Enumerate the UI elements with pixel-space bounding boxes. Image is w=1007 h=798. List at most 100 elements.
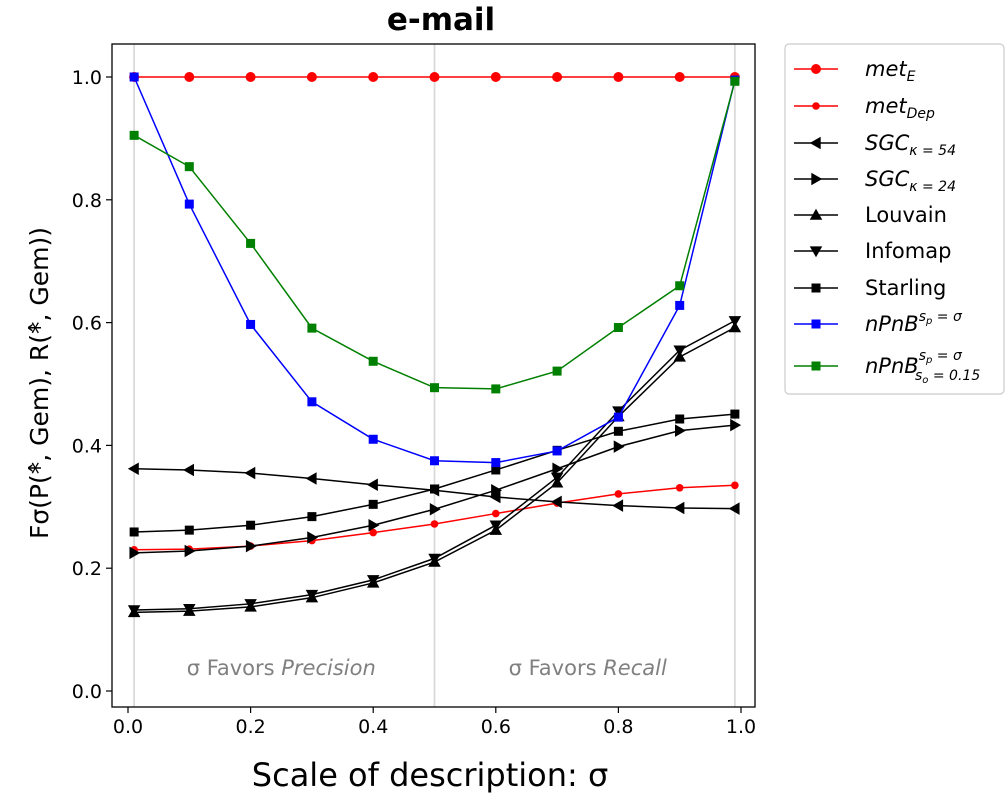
series-3	[129, 418, 742, 560]
y-tick-label: 0.0	[72, 681, 102, 703]
data-point	[491, 465, 501, 475]
legend-label: Louvain	[865, 203, 947, 227]
legend-label-subscript: so = 0.15	[915, 368, 980, 386]
data-point	[430, 456, 439, 466]
data-point	[491, 483, 503, 497]
data-point	[675, 414, 685, 424]
legend-marker	[811, 361, 821, 371]
legend: metE metDep SGCκ = 54 SGCκ = 24 Louvain Infom…	[784, 43, 1005, 395]
legend-marker	[809, 136, 821, 150]
data-point	[550, 472, 564, 484]
data-point	[613, 72, 624, 82]
data-point	[613, 412, 623, 422]
data-point	[245, 539, 257, 553]
data-point	[369, 528, 378, 537]
legend-label: nPnBsp = σ	[865, 348, 963, 378]
data-point	[552, 366, 562, 376]
data-point	[127, 462, 139, 475]
x-tick-label: 0.2	[235, 716, 265, 738]
data-point	[550, 495, 562, 509]
x-tick-label: 0.0	[113, 716, 143, 738]
data-point	[305, 589, 319, 601]
data-point	[429, 72, 440, 82]
series-8	[129, 76, 740, 394]
data-point	[613, 323, 623, 333]
chart-title: e-mail	[387, 2, 495, 38]
legend-label: SGCκ = 24	[865, 167, 956, 195]
x-tick-label: 0.8	[603, 716, 633, 738]
data-point	[675, 483, 684, 492]
data-point	[673, 345, 686, 357]
data-point	[730, 409, 740, 419]
data-point	[674, 72, 685, 82]
data-point	[368, 356, 378, 366]
data-point	[675, 281, 685, 291]
axis-ticks: 0.0 0.2 0.4 0.6 0.8 1.0 0.0 0.2 0.4 0.6 0.8 1.0	[72, 43, 756, 738]
data-point	[614, 490, 623, 498]
data-point	[552, 462, 564, 475]
y-axis-label: Fσ(P(*̂, Gem), R(*̂, Gem))	[25, 227, 54, 539]
data-point	[612, 499, 624, 512]
x-axis-label: Scale of description: σ	[252, 756, 608, 794]
data-point	[489, 520, 503, 532]
data-point	[612, 406, 625, 418]
series-0	[129, 72, 740, 82]
data-point	[305, 472, 317, 485]
region-label: σ Favors Recall	[509, 656, 667, 680]
data-point	[129, 527, 139, 537]
data-point	[728, 316, 742, 328]
data-point	[183, 604, 196, 615]
data-point	[184, 199, 194, 209]
data-point	[184, 162, 194, 172]
data-point	[368, 499, 378, 509]
data-point	[246, 520, 256, 530]
y-tick-label: 0.8	[72, 190, 102, 212]
data-point	[613, 426, 623, 436]
data-point	[246, 238, 256, 248]
legend-marker	[811, 172, 823, 186]
data-point	[244, 599, 257, 611]
data-point	[244, 466, 256, 480]
legend-marker	[811, 319, 821, 329]
data-point	[368, 518, 380, 532]
data-point	[129, 130, 139, 140]
data-point	[675, 424, 686, 437]
data-point	[491, 458, 501, 468]
legend-marker	[811, 64, 821, 74]
x-tick-label: 0.6	[481, 716, 511, 738]
y-tick-label: 0.6	[72, 313, 102, 335]
legend-label: Infomap	[865, 239, 951, 263]
data-point	[184, 525, 194, 535]
data-point	[306, 72, 317, 82]
y-tick-label: 0.2	[72, 558, 102, 580]
data-point	[127, 605, 141, 617]
data-point	[491, 384, 501, 394]
x-tick-label: 1.0	[726, 716, 756, 738]
legend-label: Starling	[865, 276, 946, 300]
data-point	[307, 397, 317, 407]
legend-marker	[812, 102, 820, 110]
data-point	[307, 512, 317, 522]
region-label: σ Favors Precision	[187, 656, 376, 680]
legend-label: nPnBsp = σ	[865, 309, 963, 336]
data-point	[492, 509, 500, 518]
series-layer	[127, 72, 742, 618]
data-point	[428, 553, 441, 565]
data-point	[430, 520, 439, 528]
data-point	[730, 76, 740, 86]
data-point	[552, 446, 562, 456]
legend-label: metDep	[865, 94, 935, 122]
data-point	[366, 575, 380, 587]
series-7	[129, 72, 740, 468]
data-point	[429, 503, 441, 516]
region-labels: σ Favors Precision σ Favors Recall	[187, 656, 667, 680]
data-point	[675, 300, 685, 310]
legend-label: metE	[865, 57, 916, 85]
data-point	[307, 531, 319, 544]
data-point	[552, 72, 563, 82]
data-point	[730, 418, 742, 432]
legend-marker	[809, 208, 823, 220]
legend-label: SGCκ = 54	[865, 131, 956, 159]
data-point	[368, 72, 379, 82]
